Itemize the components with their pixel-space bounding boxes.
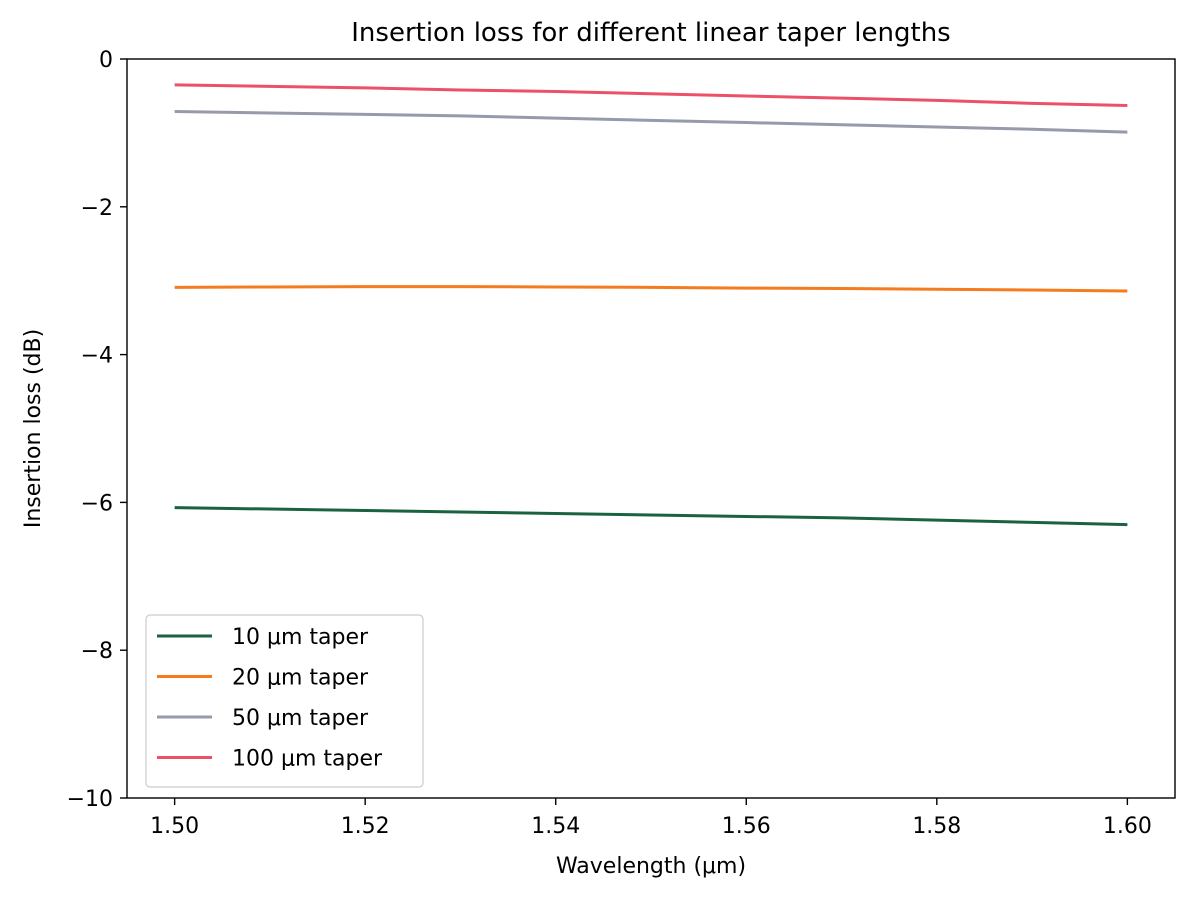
y-tick-label: −6 xyxy=(81,491,113,516)
x-axis-ticks: 1.50 1.52 1.54 1.56 1.58 1.60 xyxy=(150,798,1152,839)
y-axis-label: Insertion loss (dB) xyxy=(21,329,46,528)
y-axis-ticks: 0 −2 −4 −6 −8 −10 xyxy=(67,48,127,812)
y-tick-label: −8 xyxy=(81,639,113,664)
y-tick-label: −2 xyxy=(81,196,113,221)
legend-box xyxy=(145,614,424,788)
series-line-100 xyxy=(174,83,1128,108)
x-tick-label: 1.54 xyxy=(531,814,580,839)
y-tick-label: −10 xyxy=(67,787,113,812)
x-tick-label: 1.56 xyxy=(722,814,771,839)
series-line-20 xyxy=(174,285,1128,293)
x-axis-label: Wavelength (μm) xyxy=(556,854,746,879)
x-tick-label: 1.60 xyxy=(1103,814,1152,839)
series-line-50 xyxy=(174,109,1128,134)
legend-label-50: 50 μm taper xyxy=(232,706,369,731)
y-tick-label: −4 xyxy=(81,344,113,369)
x-tick-label: 1.52 xyxy=(341,814,390,839)
legend-label-20: 20 μm taper xyxy=(232,666,369,691)
x-tick-label: 1.58 xyxy=(912,814,961,839)
legend-label-10: 10 μm taper xyxy=(232,625,369,650)
series-line-10 xyxy=(174,506,1128,527)
y-tick-label: 0 xyxy=(99,48,113,73)
chart-title: Insertion loss for different linear tape… xyxy=(351,18,950,48)
x-tick-label: 1.50 xyxy=(150,814,199,839)
legend-label-100: 100 μm taper xyxy=(232,747,383,772)
plot-frame xyxy=(126,58,1176,799)
legend: 10 μm taper 20 μm taper 50 μm taper 100 μm … xyxy=(145,614,424,788)
plot-area xyxy=(174,83,1128,527)
